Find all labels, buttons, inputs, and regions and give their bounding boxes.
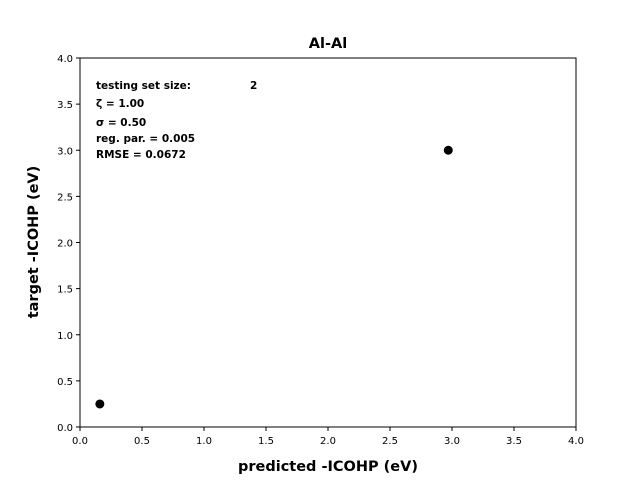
annotation-reg-par: reg. par. = 0.005 <box>96 133 195 145</box>
chart-title: Al-Al <box>309 36 347 52</box>
x-axis-label: predicted -ICOHP (eV) <box>238 459 418 475</box>
y-tick-label: 2.5 <box>57 192 73 203</box>
y-tick-label: 3.0 <box>57 146 73 157</box>
annotation-testing-set-label: testing set size: <box>96 80 191 92</box>
y-tick-label: 2.0 <box>57 239 73 250</box>
y-tick-label: 0.5 <box>57 377 73 388</box>
data-point <box>443 145 453 155</box>
y-axis-ticks: 0.0 0.5 1.0 1.5 2.0 2.5 3.0 3.5 4.0 <box>57 54 80 434</box>
x-tick-label: 0.5 <box>134 436 150 447</box>
x-tick-label: 0.0 <box>72 436 88 447</box>
annotation-sigma: σ = 0.50 <box>96 117 146 129</box>
annotation-rmse: RMSE = 0.0672 <box>96 149 186 161</box>
y-axis-label: target -ICOHP (eV) <box>26 166 42 319</box>
x-tick-label: 2.5 <box>382 436 398 447</box>
annotation-box: testing set size: 2 ζ = 1.00 σ = 0.50 re… <box>96 80 257 161</box>
data-points <box>95 145 453 409</box>
y-tick-label: 1.0 <box>57 331 73 342</box>
annotation-testing-set-value: 2 <box>250 80 257 92</box>
x-tick-label: 1.5 <box>258 436 274 447</box>
data-point <box>95 399 105 409</box>
x-tick-label: 3.0 <box>444 436 460 447</box>
x-tick-label: 2.0 <box>320 436 336 447</box>
x-tick-label: 1.0 <box>196 436 212 447</box>
x-tick-label: 3.5 <box>506 436 522 447</box>
plot-area-frame <box>79 57 577 428</box>
y-tick-label: 3.5 <box>57 100 73 111</box>
x-tick-label: 4.0 <box>568 436 584 447</box>
y-tick-label: 0.0 <box>57 423 73 434</box>
y-tick-label: 1.5 <box>57 285 73 296</box>
annotation-zeta: ζ = 1.00 <box>96 98 144 110</box>
y-tick-label: 4.0 <box>57 54 73 65</box>
x-axis-ticks: 0.0 0.5 1.0 1.5 2.0 2.5 3.0 3.5 4.0 <box>72 427 584 447</box>
